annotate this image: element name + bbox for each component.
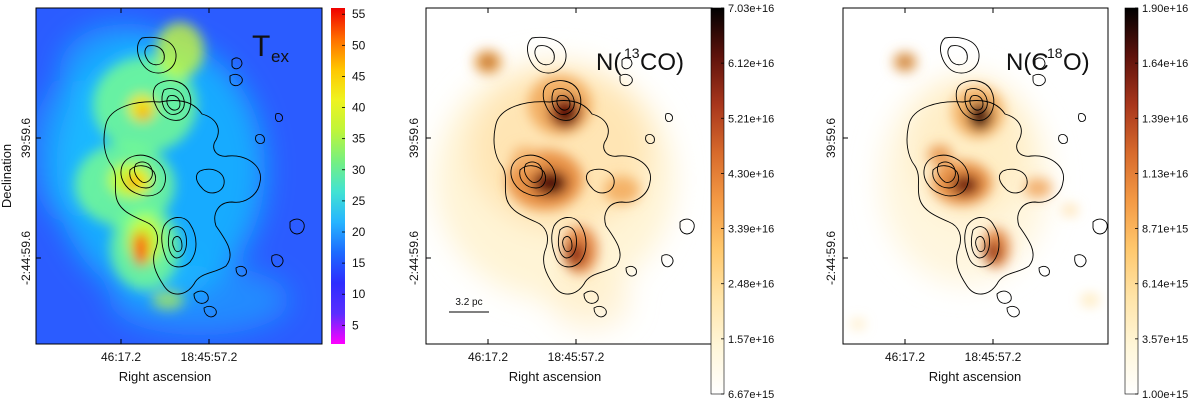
tex-frame — [35, 7, 323, 345]
13co-title-pre: N( — [596, 49, 621, 76]
colorbar-tick-label: 3.39e+16 — [728, 224, 774, 236]
colorbar-tick-label: 5.21e+16 — [728, 113, 774, 125]
c18o-xlabel: Right ascension — [929, 369, 1022, 384]
colorbar-tick-label: 6.12e+16 — [728, 58, 774, 70]
13co-ytick-1: 39:59.6 — [407, 118, 421, 158]
colorbar-tick-label: 20 — [352, 225, 366, 239]
13co-xtick-1: 46:17.2 — [468, 350, 508, 364]
colorbar-tick-label: 45 — [352, 69, 366, 83]
13co-scale-label: 3.2 pc — [455, 297, 482, 308]
colorbar-tick-label: 30 — [352, 163, 366, 177]
colorbar-tick-label: 50 — [352, 38, 366, 52]
tex-ylabel: Declination — [0, 144, 14, 208]
tex-colorbar — [331, 8, 345, 344]
13co-colorbar — [710, 7, 725, 395]
colorbar-tick-label: 35 — [352, 132, 366, 146]
tex-xtick-2: 18:45:57.2 — [181, 350, 238, 364]
c18o-colorbar — [1124, 7, 1139, 395]
colorbar-tick-label: 5 — [352, 318, 359, 332]
tex-ytick-2: -2:44:59.6 — [19, 231, 33, 285]
c18o-tick-marks — [843, 8, 994, 344]
13co-tick-marks — [426, 8, 577, 344]
c18o-frame — [842, 7, 1109, 345]
c18o-xtick-2: 18:45:57.2 — [965, 350, 1022, 364]
colorbar-tick-label: 55 — [352, 7, 366, 21]
13co-map — [426, 8, 712, 344]
colorbar-tick-label: 2.48e+16 — [728, 279, 774, 291]
colorbar-tick-label: 3.57e+15 — [1142, 334, 1188, 346]
tex-clumps — [75, 22, 204, 310]
13co-clumps — [474, 50, 640, 274]
13co-title-sup: 13 — [624, 45, 640, 61]
tex-xlabel: Right ascension — [119, 369, 212, 384]
c18o-colorbar-ticks: 1.90e+16 1.64e+16 1.39e+16 1.13e+16 8.71e+15… — [1135, 3, 1188, 401]
c18o-map — [843, 8, 1108, 344]
13co-colorbar-ticks: 7.03e+16 6.12e+16 5.21e+16 4.30e+16 3.39e+16… — [721, 3, 774, 401]
colorbar-tick-label: 7.03e+16 — [728, 3, 774, 15]
tex-ytick-1: 39:59.6 — [19, 118, 33, 158]
colorbar-tick-label: 15 — [352, 256, 366, 270]
colorbar-tick-label: 10 — [352, 287, 366, 301]
colorbar-tick-label: 6.14e+15 — [1142, 279, 1188, 291]
tex-title-subscript: ex — [271, 47, 289, 66]
colorbar-tick-label: 4.30e+16 — [728, 168, 774, 180]
colorbar-tick-label: 1.39e+16 — [1142, 113, 1188, 125]
colorbar-tick-label: 1.90e+16 — [1142, 3, 1188, 15]
panel-tex: T ex 46:17.2 18:45:57.2 Right ascension … — [0, 7, 366, 384]
colorbar-tick-label: 1.13e+16 — [1142, 168, 1188, 180]
colorbar-tick-label: 1.00e+15 — [1142, 389, 1188, 400]
13co-ytick-2: -2:44:59.6 — [407, 231, 421, 285]
tex-map — [36, 8, 322, 344]
colorbar-tick-label: 1.57e+16 — [728, 334, 774, 346]
colorbar-tick-label: 1.64e+16 — [1142, 58, 1188, 70]
c18o-title-sup: 18 — [1047, 45, 1063, 61]
tex-colorbar-ticks: 55 50 45 40 35 30 25 20 15 10 5 — [342, 7, 366, 332]
tex-xtick-1: 46:17.2 — [101, 350, 141, 364]
colorbar-tick-label: 40 — [352, 101, 366, 115]
c18o-title-post: O) — [1063, 49, 1090, 76]
13co-title-post: CO) — [640, 49, 684, 76]
tex-tick-marks — [36, 8, 210, 344]
panel-13co: N( 13 CO) 3.2 pc 46:17.2 18:45:57.2 Righ… — [407, 3, 774, 401]
colorbar-tick-label: 25 — [352, 194, 366, 208]
c18o-ytick-1: 39:59.6 — [824, 118, 838, 158]
13co-xtick-2: 18:45:57.2 — [548, 350, 605, 364]
tex-title: T — [252, 30, 270, 63]
c18o-title-pre: N(C — [1006, 49, 1049, 76]
c18o-ytick-2: -2:44:59.6 — [824, 231, 838, 285]
colorbar-tick-label: 6.67e+15 — [728, 389, 774, 400]
panel-c18o: N(C 18 O) 46:17.2 18:45:57.2 Right ascen… — [824, 3, 1188, 401]
13co-xlabel: Right ascension — [509, 369, 602, 384]
c18o-xtick-1: 46:17.2 — [885, 350, 925, 364]
colorbar-tick-label: 8.71e+15 — [1142, 224, 1188, 236]
